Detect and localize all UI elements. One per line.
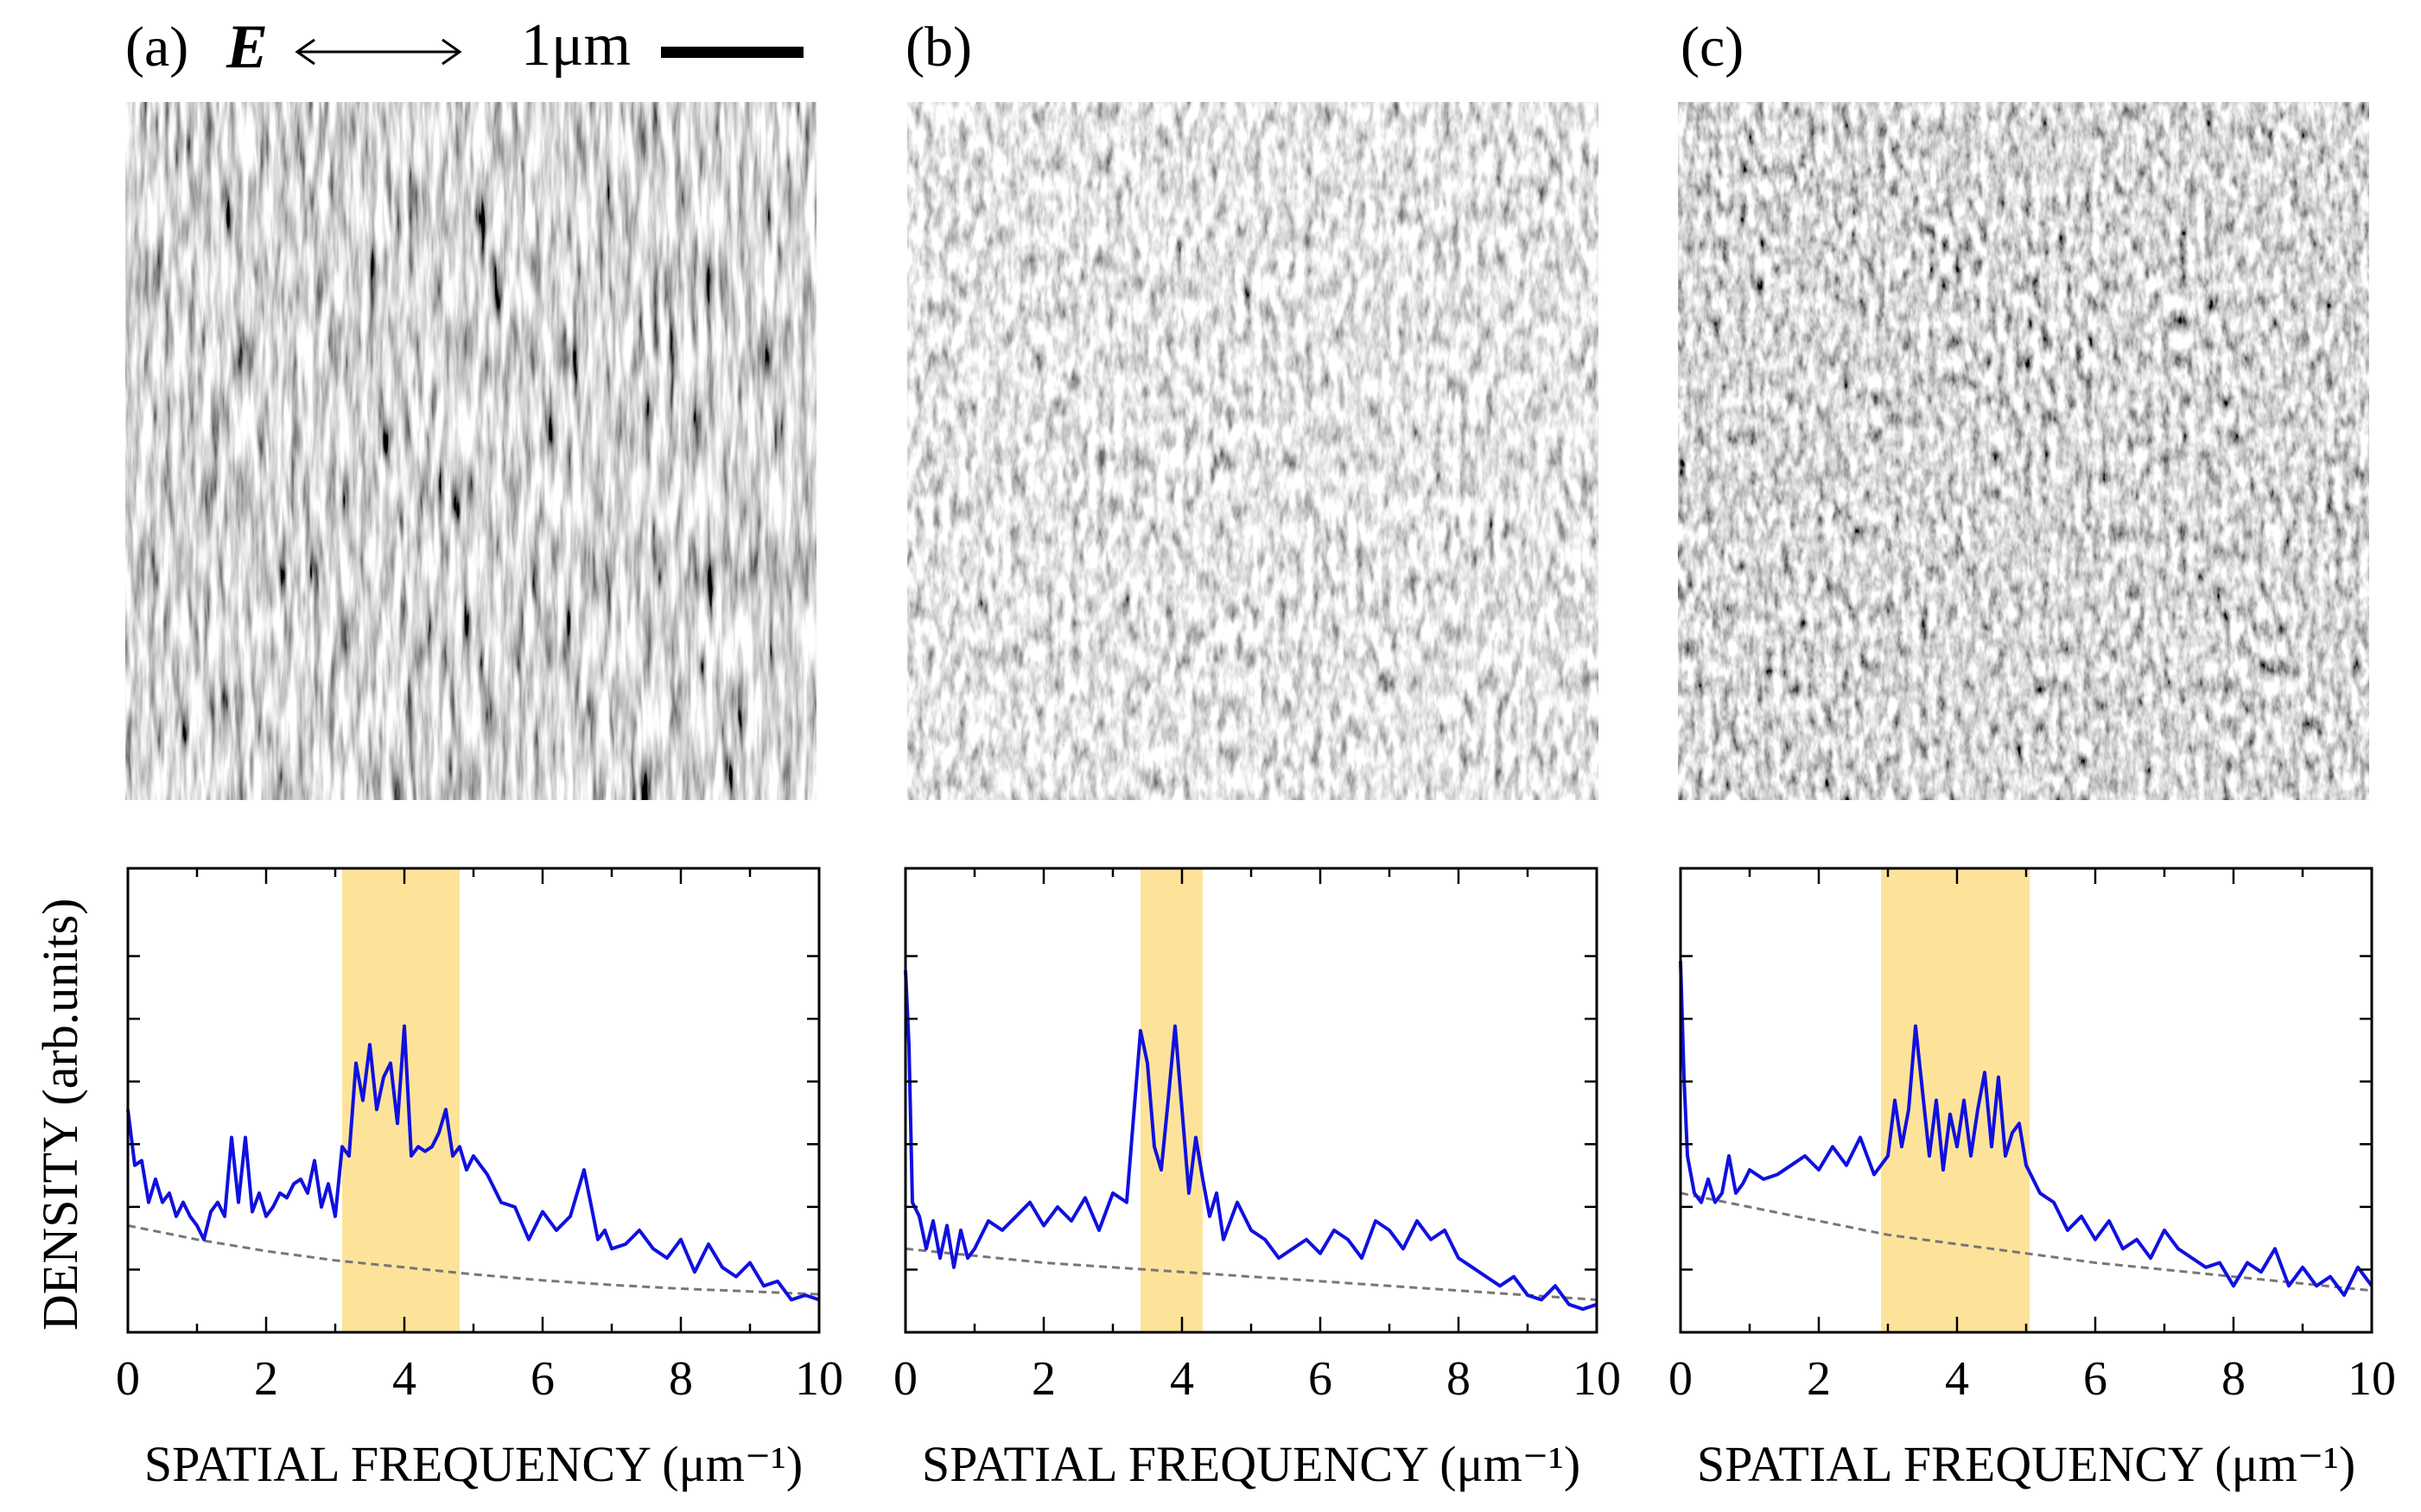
x-tick-label: 4 <box>392 1352 416 1406</box>
x-tick-label: 10 <box>795 1352 843 1406</box>
scale-bar <box>661 47 804 58</box>
highlight-band <box>1881 868 2030 1332</box>
x-tick-label: 2 <box>1807 1352 1831 1406</box>
plot-panel-b: 0 2 4 6 8 10 SPATIAL FREQUENCY (μm⁻¹) <box>893 867 1621 1492</box>
x-tick-label: 6 <box>1308 1352 1332 1406</box>
density-curve <box>1679 961 2373 1297</box>
x-tick-label: 8 <box>669 1352 693 1406</box>
axes-frame <box>126 867 821 1334</box>
x-tick-label: 0 <box>1668 1352 1693 1406</box>
x-tick-label: 10 <box>1573 1352 1621 1406</box>
x-axis-label: SPATIAL FREQUENCY (μm⁻¹) <box>1697 1436 2355 1492</box>
axes-frame <box>904 867 1598 1334</box>
x-tick-label: 10 <box>2348 1352 2396 1406</box>
baseline-curve <box>127 1224 820 1296</box>
x-tick-label: 4 <box>1945 1352 1969 1406</box>
panel-label-a: (a) <box>125 16 189 79</box>
x-tick-label: 2 <box>1032 1352 1056 1406</box>
plot-panel-a: 0 2 4 6 8 10 SPATIAL FREQUENCY (μm⁻¹) <box>116 867 843 1492</box>
x-tick-label: 0 <box>116 1352 140 1406</box>
panel-label-b: (b) <box>905 16 972 79</box>
baseline-curve <box>905 1247 1598 1301</box>
x-tick-label: 6 <box>2083 1352 2107 1406</box>
x-tick-label: 0 <box>893 1352 918 1406</box>
x-tick-label: 4 <box>1170 1352 1194 1406</box>
scale-bar-label: 1μm <box>521 12 631 79</box>
sem-image-a <box>125 102 817 800</box>
x-tick-label: 8 <box>2221 1352 2246 1406</box>
electric-field-symbol: E <box>226 12 269 81</box>
double-arrow-icon <box>295 38 462 66</box>
x-axis-label: SPATIAL FREQUENCY (μm⁻¹) <box>144 1436 803 1492</box>
density-curve <box>904 970 1598 1312</box>
x-tick-label: 2 <box>254 1352 278 1406</box>
x-tick-label: 6 <box>531 1352 555 1406</box>
x-axis-label: SPATIAL FREQUENCY (μm⁻¹) <box>922 1436 1580 1492</box>
plot-panel-c: 0 2 4 6 8 10 SPATIAL FREQUENCY (μm⁻¹) <box>1668 867 2396 1492</box>
x-tick-label: 8 <box>1446 1352 1471 1406</box>
baseline-curve <box>1680 1191 2373 1293</box>
panel-label-c: (c) <box>1681 16 1744 79</box>
density-curve <box>126 1024 820 1302</box>
sem-image-c <box>1678 102 2369 800</box>
sem-image-b <box>907 102 1598 800</box>
